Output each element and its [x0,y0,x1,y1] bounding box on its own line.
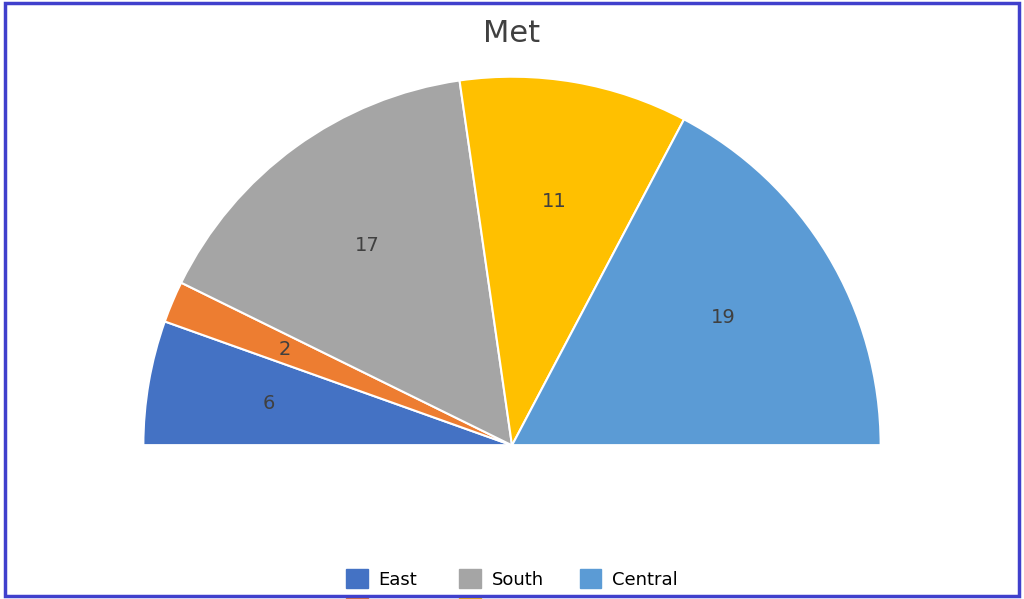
Legend: East, West, South, North, Central: East, West, South, North, Central [339,562,685,599]
Text: 6: 6 [262,394,274,413]
Text: 11: 11 [542,192,566,211]
Wedge shape [143,322,512,445]
Title: Met: Met [483,19,541,47]
Wedge shape [512,119,881,445]
Text: 2: 2 [279,340,291,359]
Text: 17: 17 [354,236,379,255]
Text: 19: 19 [711,308,736,327]
Wedge shape [165,283,512,445]
Wedge shape [181,80,512,445]
Wedge shape [143,445,881,599]
Wedge shape [460,77,684,445]
